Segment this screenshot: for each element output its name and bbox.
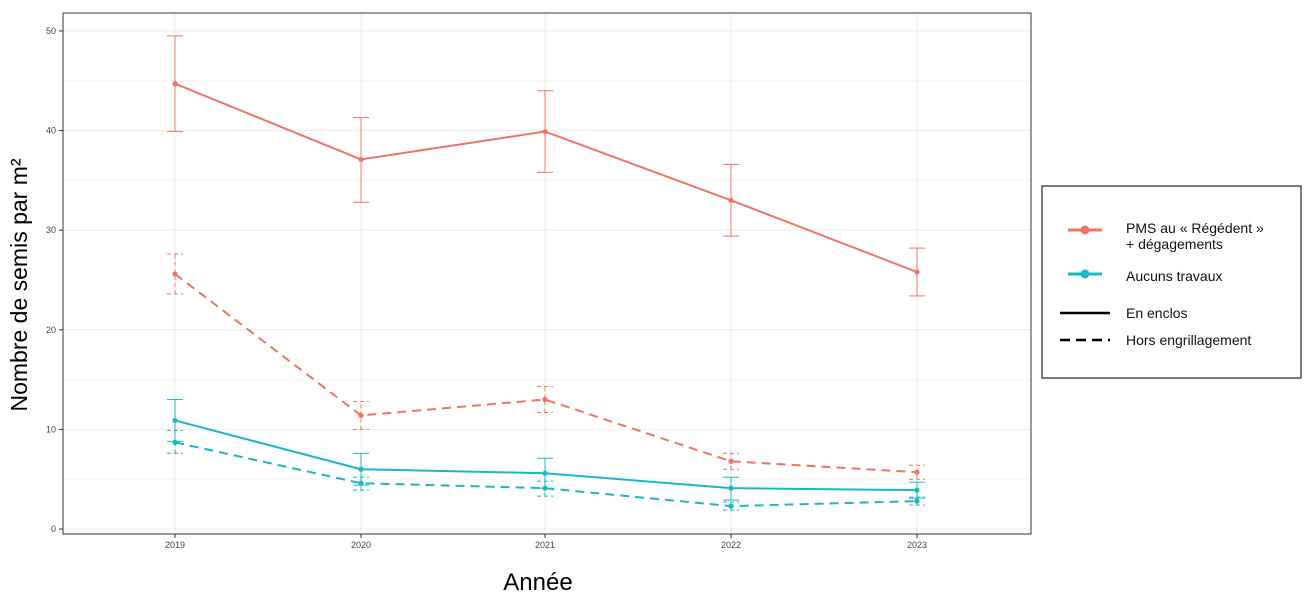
legend-label: Hors engrillagement xyxy=(1126,332,1251,348)
error-bar xyxy=(167,429,183,454)
series-2 xyxy=(167,399,925,501)
legend-key-point xyxy=(1080,269,1090,279)
error-bar xyxy=(909,464,925,480)
data-point xyxy=(172,417,178,424)
data-point xyxy=(728,485,734,491)
legend-label: Aucuns travaux xyxy=(1126,268,1223,284)
series-1 xyxy=(167,253,925,480)
error-bar xyxy=(353,476,369,491)
x-tick-label: 2019 xyxy=(165,540,185,550)
error-bar xyxy=(353,401,369,430)
series-0 xyxy=(167,35,925,297)
data-point xyxy=(172,439,178,445)
legend-item: En enclos xyxy=(1060,305,1187,321)
legend-item: Hors engrillagement xyxy=(1060,332,1251,348)
series-3 xyxy=(167,429,925,511)
x-tick-label: 2022 xyxy=(721,540,741,550)
data-point xyxy=(914,469,920,475)
data-point xyxy=(914,498,920,504)
legend-label: PMS au « Régédent » xyxy=(1126,220,1264,236)
plot-panel-border xyxy=(62,12,1032,535)
data-point xyxy=(172,271,178,277)
data-point xyxy=(358,480,364,486)
data-point xyxy=(728,458,734,464)
legend-item: PMS au « Régédent »+ dégagements xyxy=(1068,220,1264,252)
y-tick-label: 50 xyxy=(46,26,56,36)
x-axis-title: Année xyxy=(503,569,572,594)
y-tick-label: 10 xyxy=(46,424,56,434)
x-tick-label: 2021 xyxy=(535,540,555,550)
series-line xyxy=(174,441,918,508)
legend-label: En enclos xyxy=(1126,305,1187,321)
data-point xyxy=(358,412,364,419)
data-point xyxy=(358,466,364,472)
legend-key-point xyxy=(1080,225,1090,235)
data-point xyxy=(914,269,920,275)
legend-item: Aucuns travaux xyxy=(1068,268,1223,284)
x-tick-label: 2020 xyxy=(351,540,371,550)
y-tick-label: 20 xyxy=(46,325,56,335)
series-line xyxy=(174,82,918,273)
error-bar xyxy=(537,386,553,413)
y-tick-label: 40 xyxy=(46,126,56,136)
data-point xyxy=(542,396,548,403)
data-point xyxy=(542,128,548,135)
y-tick-label: 30 xyxy=(46,225,56,235)
data-point xyxy=(358,156,364,163)
data-point xyxy=(728,197,734,203)
data-point xyxy=(914,487,920,493)
legend-box xyxy=(1041,185,1302,379)
data-point xyxy=(172,81,178,87)
x-tick-label: 2023 xyxy=(907,540,927,550)
y-tick-label: 0 xyxy=(51,524,56,534)
series-line xyxy=(174,273,918,474)
y-axis-title: Nombre de semis par m² xyxy=(6,158,32,411)
data-point xyxy=(728,503,734,509)
data-point xyxy=(542,485,548,491)
legend: PMS au « Régédent »+ dégagements Aucuns t… xyxy=(1041,185,1302,379)
error-bar xyxy=(167,253,183,295)
legend-label-line2: + dégagements xyxy=(1126,236,1223,252)
data-point xyxy=(542,470,548,476)
